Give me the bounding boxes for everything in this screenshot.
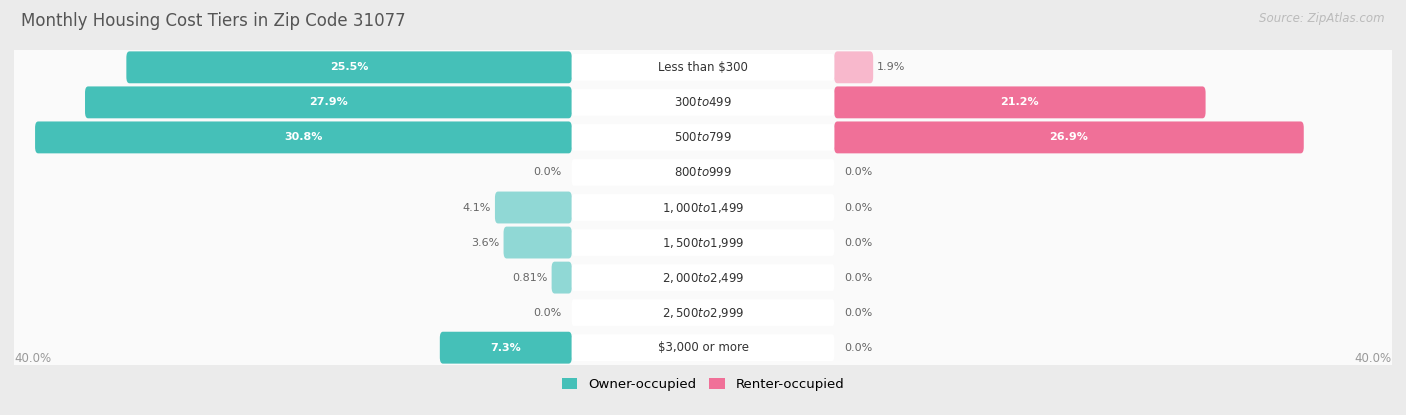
Text: 40.0%: 40.0%	[1355, 352, 1392, 365]
Text: 0.0%: 0.0%	[844, 237, 873, 247]
FancyBboxPatch shape	[13, 115, 1393, 160]
Text: $2,500 to $2,999: $2,500 to $2,999	[662, 305, 744, 320]
Text: 7.3%: 7.3%	[491, 343, 522, 353]
Text: 0.0%: 0.0%	[844, 343, 873, 353]
Text: $1,000 to $1,499: $1,000 to $1,499	[662, 200, 744, 215]
Text: 25.5%: 25.5%	[330, 62, 368, 72]
FancyBboxPatch shape	[13, 150, 1393, 195]
FancyBboxPatch shape	[127, 51, 572, 83]
FancyBboxPatch shape	[495, 192, 572, 223]
Text: 0.0%: 0.0%	[844, 308, 873, 317]
FancyBboxPatch shape	[35, 122, 572, 154]
FancyBboxPatch shape	[572, 194, 834, 221]
FancyBboxPatch shape	[572, 299, 834, 326]
Text: Monthly Housing Cost Tiers in Zip Code 31077: Monthly Housing Cost Tiers in Zip Code 3…	[21, 12, 406, 30]
Text: 27.9%: 27.9%	[309, 98, 347, 107]
Text: 26.9%: 26.9%	[1049, 132, 1088, 142]
Text: 3.6%: 3.6%	[471, 237, 499, 247]
Text: 0.0%: 0.0%	[533, 168, 562, 178]
Text: 1.9%: 1.9%	[877, 62, 905, 72]
Text: 0.0%: 0.0%	[844, 203, 873, 212]
Text: $800 to $999: $800 to $999	[673, 166, 733, 179]
Text: 0.0%: 0.0%	[533, 308, 562, 317]
Text: $2,000 to $2,499: $2,000 to $2,499	[662, 271, 744, 285]
Text: 40.0%: 40.0%	[14, 352, 51, 365]
FancyBboxPatch shape	[13, 255, 1393, 300]
FancyBboxPatch shape	[13, 185, 1393, 230]
FancyBboxPatch shape	[572, 89, 834, 116]
FancyBboxPatch shape	[572, 159, 834, 186]
Text: 4.1%: 4.1%	[463, 203, 491, 212]
Text: 30.8%: 30.8%	[284, 132, 322, 142]
Text: 21.2%: 21.2%	[1001, 98, 1039, 107]
Text: $3,000 or more: $3,000 or more	[658, 341, 748, 354]
FancyBboxPatch shape	[572, 264, 834, 291]
FancyBboxPatch shape	[84, 86, 572, 118]
Text: $300 to $499: $300 to $499	[673, 96, 733, 109]
FancyBboxPatch shape	[834, 122, 1303, 154]
FancyBboxPatch shape	[440, 332, 572, 364]
FancyBboxPatch shape	[551, 261, 572, 293]
FancyBboxPatch shape	[13, 45, 1393, 90]
Text: $500 to $799: $500 to $799	[673, 131, 733, 144]
FancyBboxPatch shape	[834, 86, 1205, 118]
FancyBboxPatch shape	[503, 227, 572, 259]
FancyBboxPatch shape	[572, 124, 834, 151]
FancyBboxPatch shape	[13, 325, 1393, 370]
FancyBboxPatch shape	[13, 80, 1393, 125]
FancyBboxPatch shape	[572, 229, 834, 256]
FancyBboxPatch shape	[834, 51, 873, 83]
Legend: Owner-occupied, Renter-occupied: Owner-occupied, Renter-occupied	[557, 373, 849, 396]
Text: 0.81%: 0.81%	[512, 273, 548, 283]
FancyBboxPatch shape	[572, 334, 834, 361]
Text: 0.0%: 0.0%	[844, 168, 873, 178]
Text: Source: ZipAtlas.com: Source: ZipAtlas.com	[1260, 12, 1385, 25]
Text: $1,500 to $1,999: $1,500 to $1,999	[662, 236, 744, 249]
FancyBboxPatch shape	[13, 220, 1393, 265]
Text: 0.0%: 0.0%	[844, 273, 873, 283]
FancyBboxPatch shape	[572, 54, 834, 81]
Text: Less than $300: Less than $300	[658, 61, 748, 74]
FancyBboxPatch shape	[13, 290, 1393, 335]
